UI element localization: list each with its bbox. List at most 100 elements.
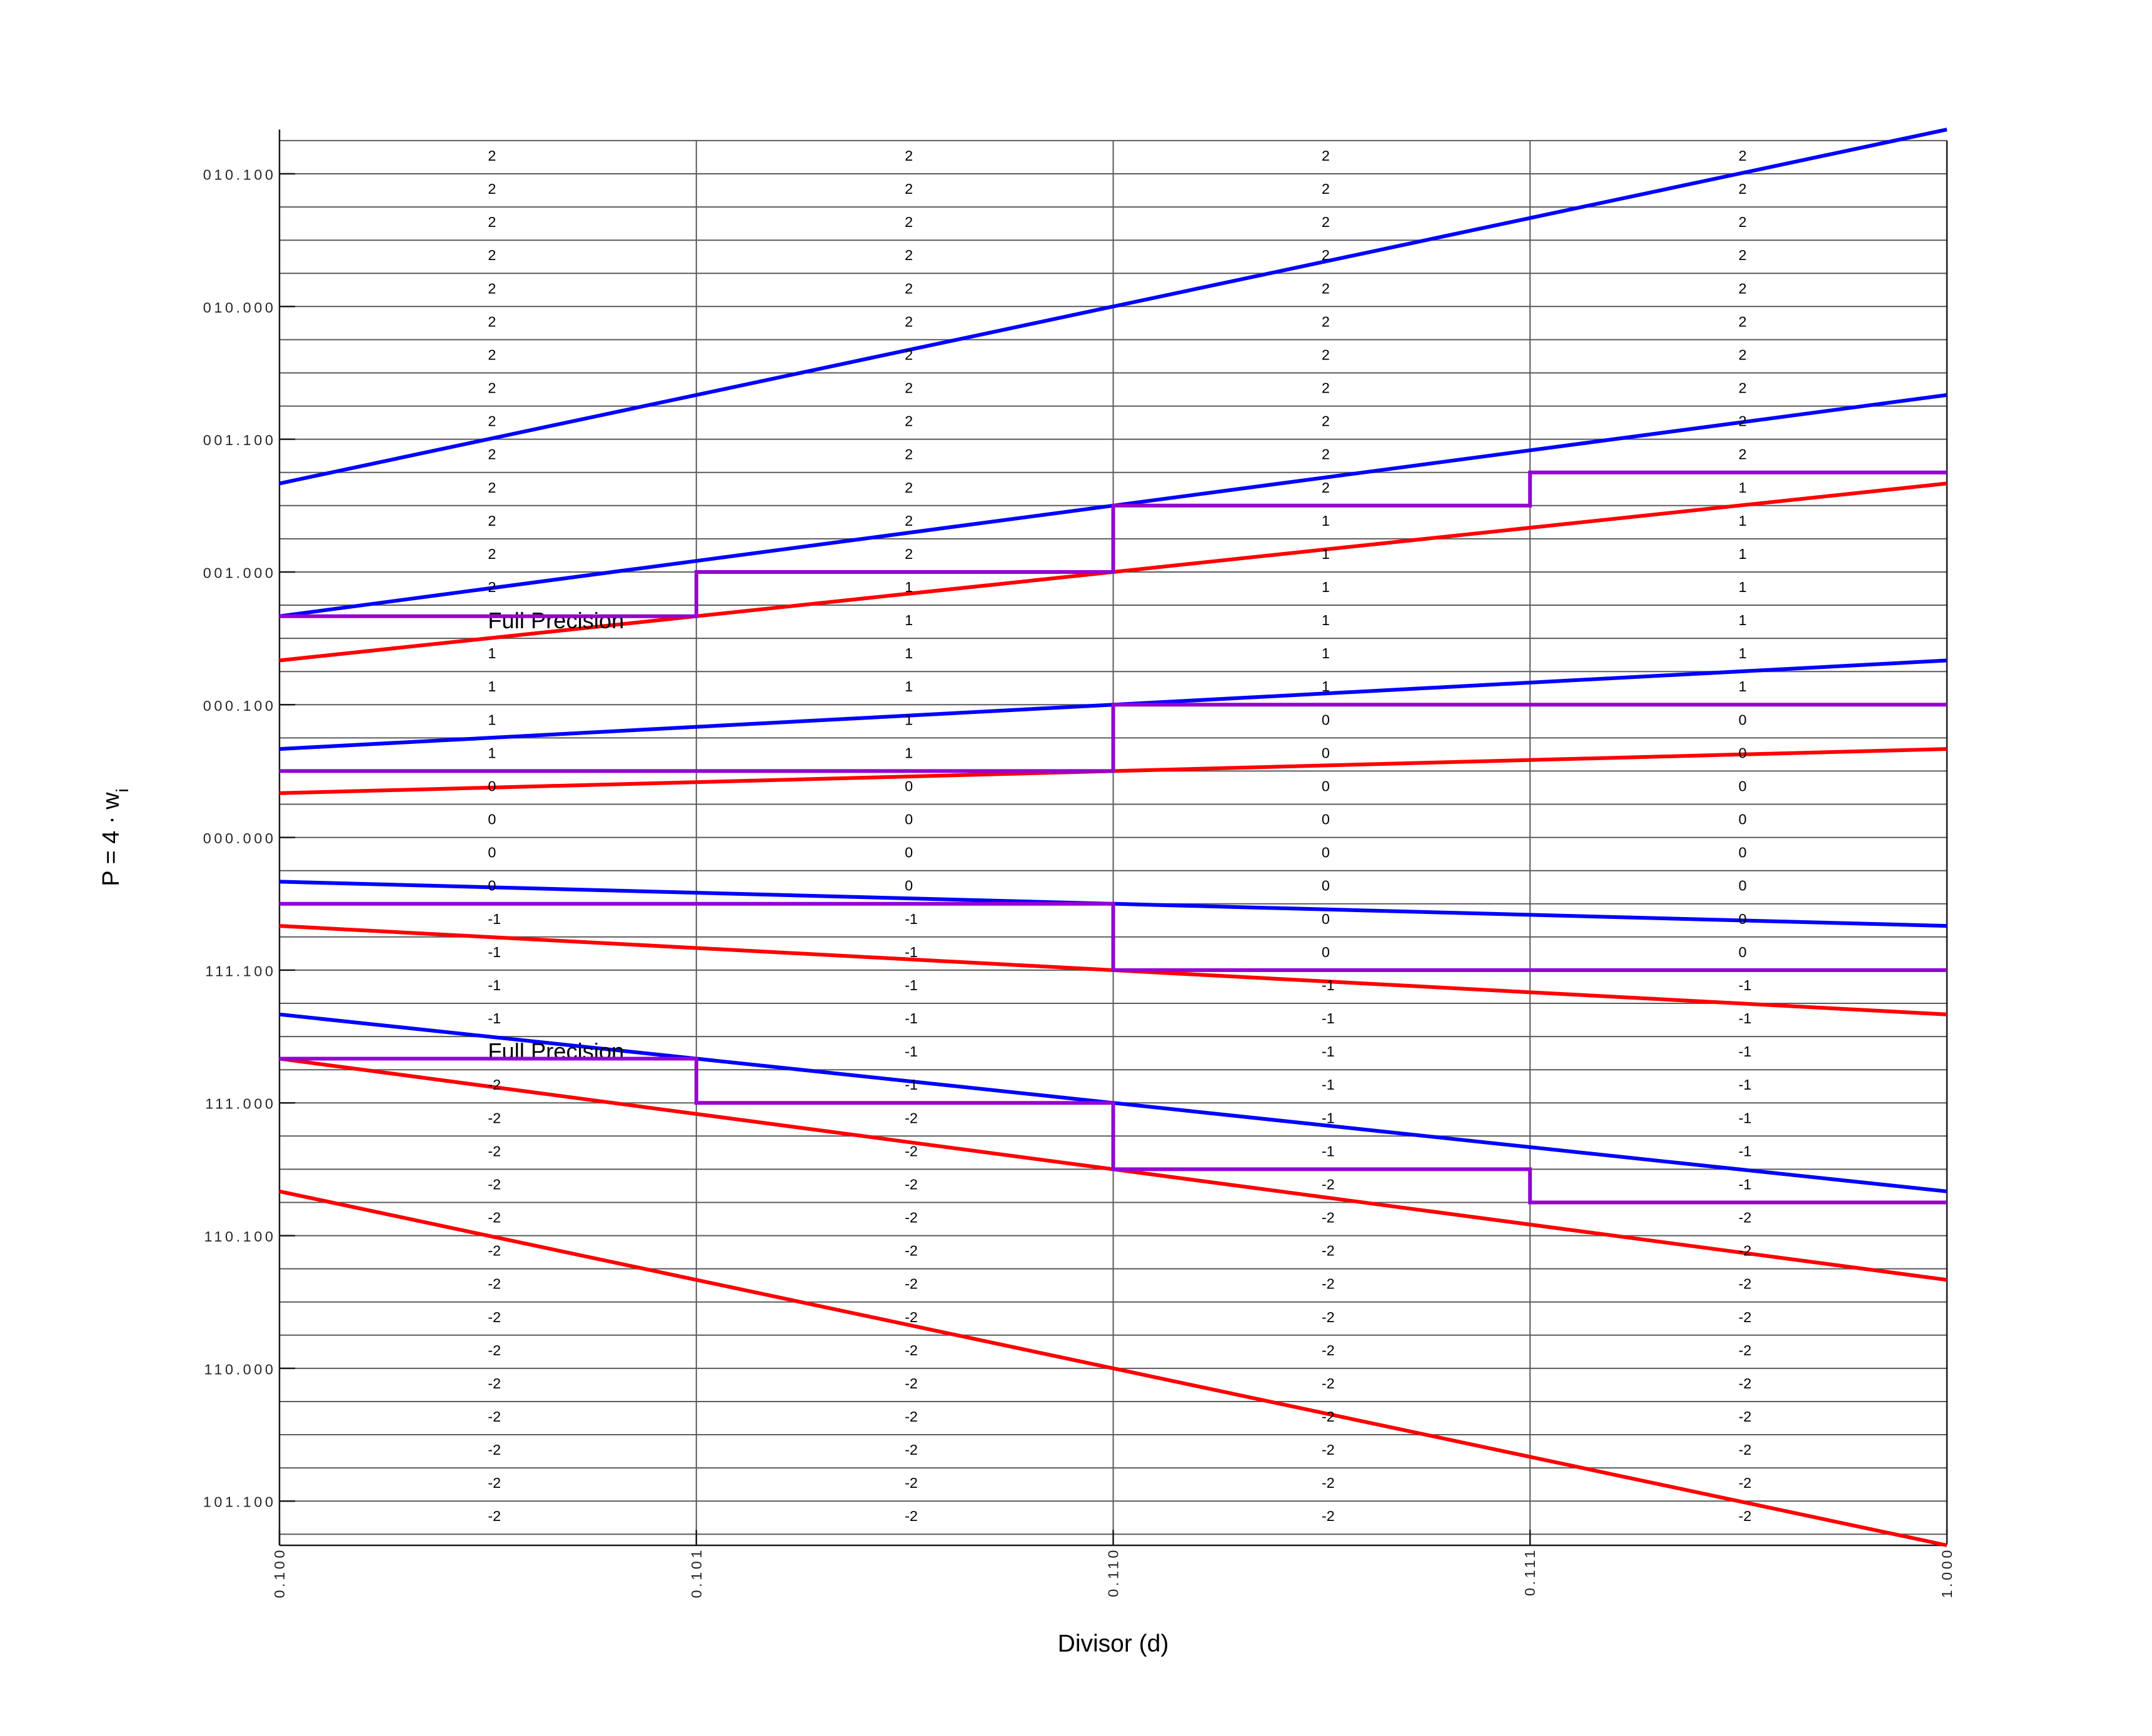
svg-text:010.100: 010.100 [203,167,276,183]
svg-text:2: 2 [488,479,496,496]
svg-text:2: 2 [905,181,913,197]
svg-text:-2: -2 [1322,1210,1335,1226]
svg-text:-2: -2 [905,1475,918,1491]
svg-text:-2: -2 [1739,1508,1752,1524]
svg-text:-2: -2 [1739,1442,1752,1458]
svg-text:-1: -1 [1322,1010,1335,1026]
svg-text:001.000: 001.000 [203,565,276,581]
svg-text:-1: -1 [488,911,501,927]
svg-text:0: 0 [1739,944,1747,960]
svg-text:1: 1 [1739,546,1747,562]
svg-text:-1: -1 [1739,1076,1752,1093]
svg-text:-1: -1 [1739,1143,1752,1159]
svg-text:-1: -1 [905,1043,918,1060]
svg-text:-2: -2 [488,1176,501,1192]
svg-text:2: 2 [1739,280,1747,296]
svg-text:-2: -2 [905,1176,918,1192]
svg-text:2: 2 [905,280,913,296]
svg-text:0.101: 0.101 [688,1547,705,1598]
svg-text:-2: -2 [1322,1508,1335,1524]
svg-text:0: 0 [905,845,913,861]
svg-text:-2: -2 [1322,1276,1335,1292]
svg-text:2: 2 [488,247,496,263]
svg-text:000.100: 000.100 [203,698,276,714]
svg-text:-2: -2 [1739,1276,1752,1292]
svg-text:1: 1 [488,645,496,661]
svg-text:-1: -1 [905,944,918,960]
svg-text:2: 2 [1739,247,1747,263]
svg-text:-2: -2 [905,1508,918,1524]
svg-text:-2: -2 [488,1076,501,1093]
svg-text:0: 0 [1739,845,1747,861]
svg-text:-2: -2 [488,1143,501,1159]
svg-text:2: 2 [1322,346,1330,363]
svg-text:0: 0 [1322,944,1330,960]
svg-text:-2: -2 [488,1110,501,1126]
svg-text:0: 0 [905,778,913,795]
svg-text:110.000: 110.000 [204,1361,276,1377]
svg-text:1: 1 [1739,479,1747,496]
svg-text:0: 0 [488,811,496,828]
svg-text:-2: -2 [488,1508,501,1524]
svg-text:-1: -1 [905,1010,918,1026]
svg-text:-1: -1 [1739,1176,1752,1192]
svg-text:-1: -1 [1322,1043,1335,1060]
svg-text:2: 2 [488,546,496,562]
svg-text:2: 2 [905,446,913,463]
svg-text:110.100: 110.100 [204,1228,276,1245]
svg-text:2: 2 [905,413,913,429]
svg-text:2: 2 [488,214,496,230]
svg-text:-2: -2 [488,1210,501,1226]
svg-text:-1: -1 [1322,1110,1335,1126]
svg-text:0: 0 [488,778,496,795]
svg-text:-1: -1 [1322,1143,1335,1159]
svg-text:111.000: 111.000 [205,1096,276,1112]
svg-text:-2: -2 [488,1375,501,1392]
svg-text:-2: -2 [1322,1243,1335,1259]
svg-text:2: 2 [1739,446,1747,463]
svg-text:2: 2 [905,380,913,396]
svg-text:-1: -1 [1739,977,1752,993]
svg-text:-1: -1 [905,977,918,993]
svg-text:2: 2 [488,313,496,329]
svg-text:2: 2 [1322,247,1330,263]
svg-text:-2: -2 [1322,1442,1335,1458]
svg-text:1: 1 [905,612,913,628]
svg-text:2: 2 [905,214,913,230]
svg-text:2: 2 [488,513,496,529]
svg-text:1: 1 [1322,546,1330,562]
svg-text:-2: -2 [488,1342,501,1358]
svg-text:2: 2 [1322,479,1330,496]
svg-text:0: 0 [905,878,913,894]
svg-text:1: 1 [1739,678,1747,695]
svg-text:2: 2 [488,380,496,396]
svg-text:-2: -2 [905,1110,918,1126]
svg-text:0: 0 [1739,911,1747,927]
svg-text:Divisor (d): Divisor (d) [1058,1630,1169,1657]
svg-text:-2: -2 [488,1475,501,1491]
svg-text:-2: -2 [488,1276,501,1292]
svg-text:0: 0 [1322,778,1330,795]
svg-text:-2: -2 [488,1408,501,1425]
svg-text:2: 2 [905,346,913,363]
svg-text:1: 1 [1322,645,1330,661]
svg-text:0: 0 [1739,745,1747,761]
svg-text:-2: -2 [905,1243,918,1259]
svg-text:1: 1 [905,645,913,661]
svg-text:2: 2 [1322,280,1330,296]
svg-text:2: 2 [905,313,913,329]
svg-text:0: 0 [1322,911,1330,927]
svg-text:2: 2 [488,446,496,463]
svg-text:2: 2 [1739,148,1747,164]
svg-text:1: 1 [1739,513,1747,529]
svg-text:-2: -2 [488,1442,501,1458]
svg-text:-2: -2 [1739,1375,1752,1392]
svg-text:-2: -2 [905,1442,918,1458]
svg-text:-1: -1 [905,911,918,927]
svg-text:2: 2 [488,280,496,296]
svg-text:2: 2 [1322,148,1330,164]
svg-text:-2: -2 [905,1143,918,1159]
svg-text:-2: -2 [1739,1475,1752,1491]
svg-text:-2: -2 [1322,1475,1335,1491]
svg-text:2: 2 [488,579,496,595]
